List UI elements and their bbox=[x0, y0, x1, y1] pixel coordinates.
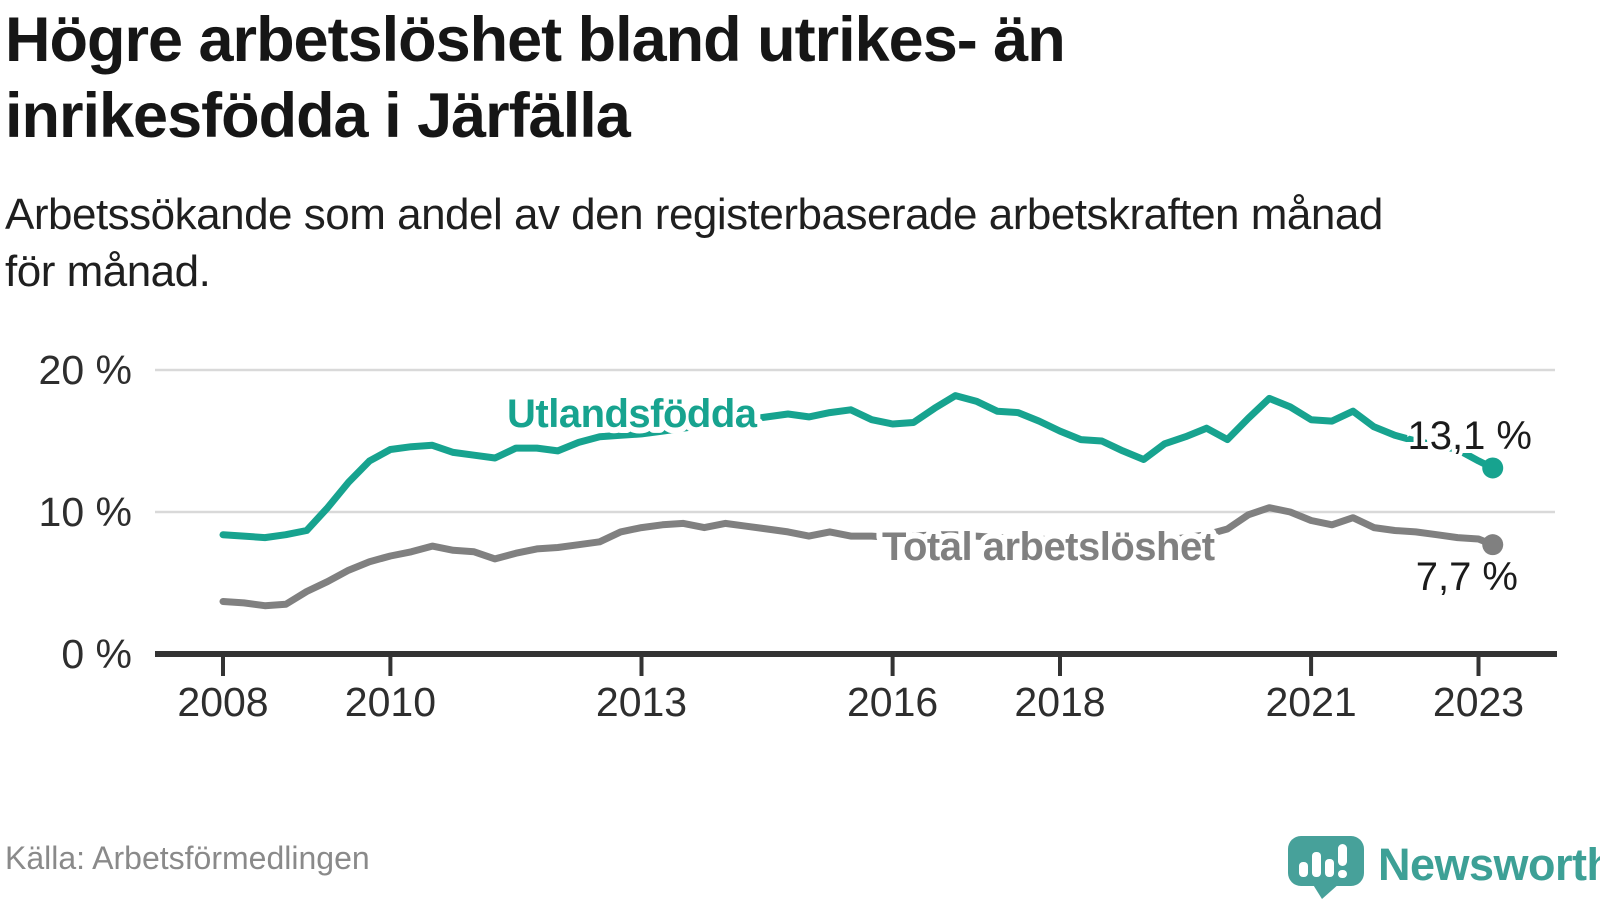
x-tick-label-2018: 2018 bbox=[1014, 679, 1105, 725]
title-line-2: inrikesfödda i Järfälla bbox=[5, 81, 631, 151]
logo-bar-medium bbox=[1325, 859, 1334, 877]
x-tick-label-2016: 2016 bbox=[847, 679, 938, 725]
chart-subtitle: Arbetssökande som andel av den registerb… bbox=[5, 186, 1565, 300]
end-dot-utlandsfodda bbox=[1482, 457, 1504, 479]
newsworthy-logo: Newsworthy bbox=[1288, 836, 1600, 900]
y-tick-label-0: 0 % bbox=[61, 631, 132, 677]
logo-exclamation-dot bbox=[1338, 870, 1347, 878]
subtitle-line-1: Arbetssökande som andel av den registerb… bbox=[5, 190, 1383, 239]
title-line-1: Högre arbetslöshet bland utrikes- än bbox=[5, 5, 1066, 75]
series-label-utlandsfodda: Utlandsfödda bbox=[507, 392, 758, 436]
series-line-total bbox=[219, 504, 1497, 610]
x-tick-label-2023: 2023 bbox=[1433, 679, 1524, 725]
end-dot-total bbox=[1482, 534, 1504, 556]
x-tick-label-2008: 2008 bbox=[177, 679, 268, 725]
logo-exclamation-bar bbox=[1338, 844, 1347, 866]
value-label-total: 7,7 % bbox=[1416, 555, 1518, 599]
logo-bar-small bbox=[1299, 862, 1308, 877]
series-line-utlandsfodda bbox=[219, 392, 1497, 542]
logo-bar-tall bbox=[1312, 852, 1321, 877]
value-label-utlandsfodda: 13,1 % bbox=[1407, 414, 1532, 458]
series-label-total: Total arbetslöshet bbox=[882, 525, 1215, 569]
newsworthy-logo-icon bbox=[1288, 836, 1364, 899]
y-tick-label-10: 10 % bbox=[39, 489, 132, 535]
source-note: Källa: Arbetsförmedlingen bbox=[5, 840, 370, 876]
x-tick-label-2021: 2021 bbox=[1265, 679, 1356, 725]
page-title: Högre arbetslöshet bland utrikes- än inr… bbox=[5, 2, 1565, 154]
x-tick-label-2013: 2013 bbox=[596, 679, 687, 725]
brand-wordmark: Newsworthy bbox=[1378, 839, 1600, 890]
subtitle-line-2: för månad. bbox=[5, 247, 211, 296]
x-tick-label-2010: 2010 bbox=[345, 679, 436, 725]
y-tick-label-20: 20 % bbox=[39, 347, 132, 393]
